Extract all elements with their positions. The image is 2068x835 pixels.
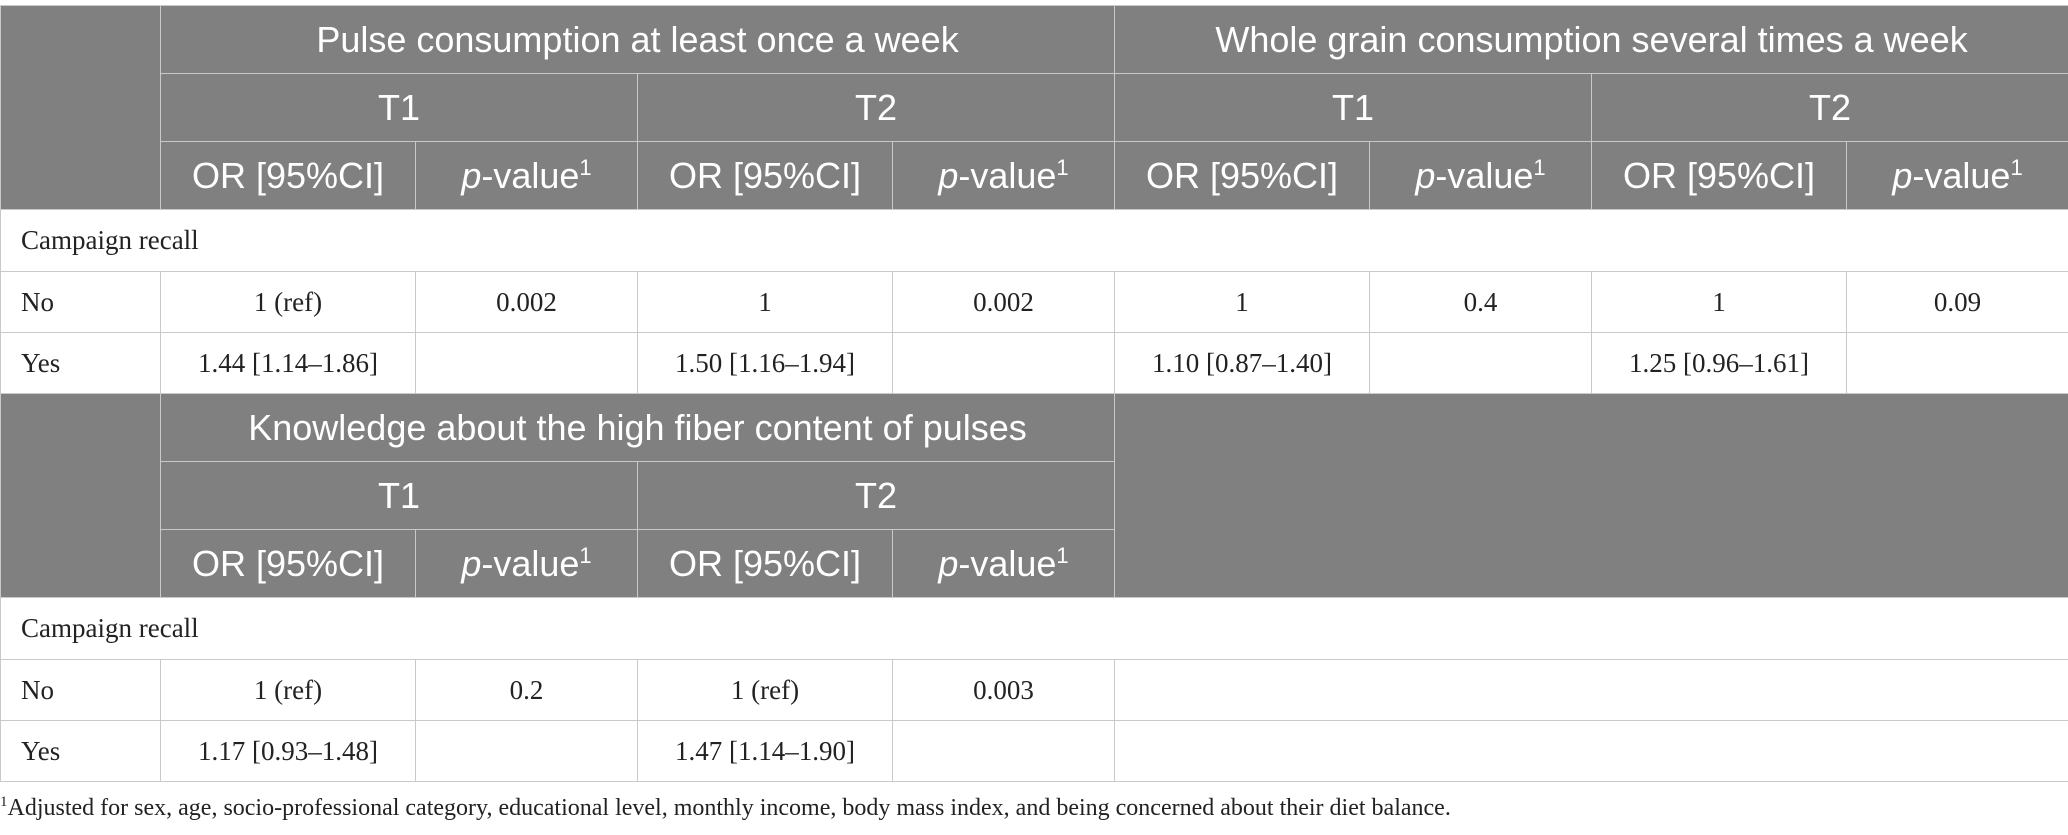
table-cell: 1.25 [0.96–1.61]	[1591, 332, 1847, 394]
section-label: Campaign recall	[0, 209, 2068, 272]
table-cell: 1 (ref)	[637, 659, 893, 721]
row-label: Yes	[0, 720, 161, 782]
row-label: Yes	[0, 332, 161, 394]
group-header-pulse: Pulse consumption at least once a week	[160, 5, 1115, 74]
table-cell: 0.09	[1845, 271, 2068, 333]
table-cell: 1 (ref)	[160, 271, 416, 333]
row-label: No	[0, 271, 161, 333]
table-cell: 1.44 [1.14–1.86]	[160, 332, 416, 394]
group-header-knowledge: Knowledge about the high fiber content o…	[160, 393, 1115, 462]
pvalue-header: p-value1	[1845, 141, 2068, 210]
table-cell	[1369, 332, 1592, 394]
group-header-whole-grain: Whole grain consumption several times a …	[1113, 5, 2068, 74]
pvalue-header: p-value1	[415, 529, 638, 598]
footnote: 1Adjusted for sex, age, socio-profession…	[0, 795, 2068, 822]
time-header: T1	[160, 73, 638, 142]
table-cell	[892, 720, 1115, 782]
row-label: No	[0, 659, 161, 721]
or-header: OR [95%CI]	[637, 529, 893, 598]
table-cell: 1.47 [1.14–1.90]	[637, 720, 893, 782]
section-label: Campaign recall	[0, 597, 2068, 660]
table-cell	[892, 332, 1115, 394]
time-header: T2	[637, 73, 1115, 142]
or-header: OR [95%CI]	[637, 141, 893, 210]
header-empty-area	[1113, 393, 2068, 598]
table-cell: 1.10 [0.87–1.40]	[1114, 332, 1370, 394]
table-cell: 0.002	[415, 271, 638, 333]
table-cell: 0.2	[415, 659, 638, 721]
table-cell: 1.50 [1.16–1.94]	[637, 332, 893, 394]
table-cell	[415, 332, 638, 394]
table-cell: 1 (ref)	[160, 659, 416, 721]
table-cell: 0.003	[892, 659, 1115, 721]
header-corner	[0, 5, 161, 210]
empty-cell	[1113, 659, 2068, 721]
time-header: T1	[1114, 73, 1592, 142]
or-header: OR [95%CI]	[160, 529, 416, 598]
footnote-marker: 1	[0, 794, 8, 810]
table-row: No 1 (ref) 0.2 1 (ref) 0.003	[0, 659, 2068, 721]
or-header: OR [95%CI]	[160, 141, 416, 210]
pvalue-header: p-value1	[892, 141, 1115, 210]
table-cell: 1	[1114, 271, 1370, 333]
table-cell: 1	[637, 271, 893, 333]
results-table: Pulse consumption at least once a week W…	[0, 5, 2068, 782]
table-cell	[1845, 332, 2068, 394]
table-row: No 1 (ref) 0.002 1 0.002 1 0.4 1 0.09	[0, 271, 2068, 333]
table-cell: 0.4	[1369, 271, 1592, 333]
time-header: T2	[1590, 73, 2068, 142]
table-row: Yes 1.44 [1.14–1.86] 1.50 [1.16–1.94] 1.…	[0, 332, 2068, 394]
table-row: Yes 1.17 [0.93–1.48] 1.47 [1.14–1.90]	[0, 720, 2068, 782]
pvalue-header: p-value1	[892, 529, 1115, 598]
table-cell: 1.17 [0.93–1.48]	[160, 720, 416, 782]
footnote-text: Adjusted for sex, age, socio-professiona…	[7, 795, 1451, 821]
empty-cell	[1113, 720, 2068, 782]
header-corner	[0, 393, 161, 598]
table-cell: 0.002	[892, 271, 1115, 333]
pvalue-header: p-value1	[1369, 141, 1592, 210]
table-cell: 1	[1591, 271, 1847, 333]
table-cell	[415, 720, 638, 782]
or-header: OR [95%CI]	[1114, 141, 1370, 210]
time-header: T1	[160, 461, 638, 530]
pvalue-header: p-value1	[415, 141, 638, 210]
time-header: T2	[637, 461, 1115, 530]
or-header: OR [95%CI]	[1591, 141, 1847, 210]
